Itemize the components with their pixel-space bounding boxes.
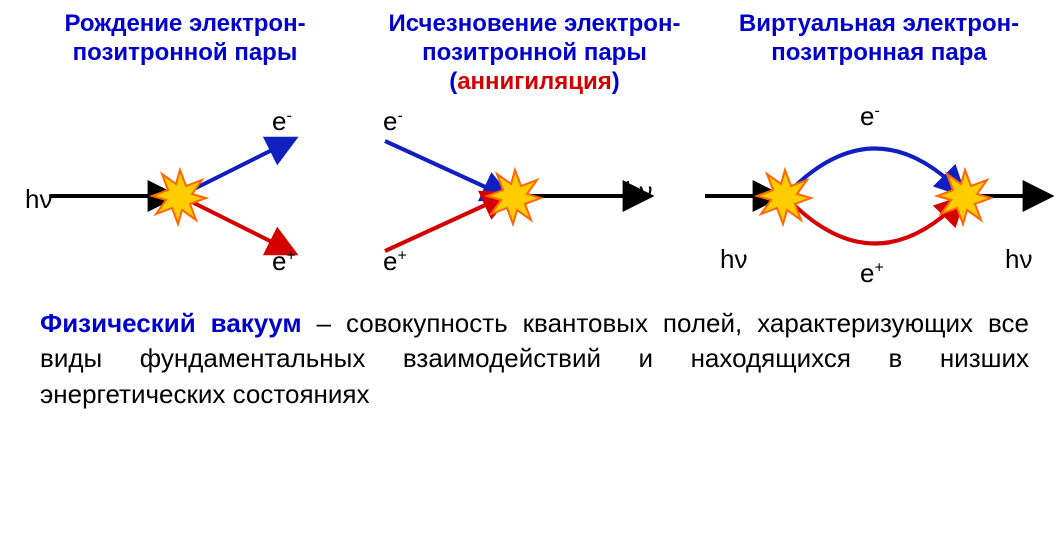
title-pair-creation: Рождение электрон-позитронной пары: [20, 10, 350, 96]
description-lead: Физический вакуум: [40, 308, 302, 338]
positron-label: e+: [860, 258, 884, 289]
electron-label: e-: [272, 106, 292, 137]
diagram-pair-creation: hν e- e+: [20, 96, 340, 296]
annihilation-word: аннигиляция: [457, 68, 612, 95]
description-paragraph: Физический вакуум – совокупность квантов…: [0, 306, 1059, 411]
diagram-annihilation: e- e+ hν: [365, 96, 685, 296]
positron-in-line: [385, 196, 505, 251]
hv-label-left: hν: [720, 244, 747, 275]
diagrams-row: hν e- e+ e- e+ hν: [0, 96, 1059, 306]
electron-arc: [790, 149, 960, 192]
hv-label: hν: [625, 176, 652, 207]
electron-label: e-: [383, 106, 403, 137]
title-annihilation-line1: Исчезновение электрон-позитронной пары: [389, 10, 681, 66]
burst-star: [487, 170, 541, 224]
electron-label: e-: [860, 101, 880, 132]
positron-out-line: [180, 196, 290, 251]
burst-star: [152, 170, 206, 224]
diagram-virtual-pair: e- e+ hν hν: [695, 96, 1055, 296]
paren-open: (: [449, 68, 457, 95]
hv-label-right: hν: [1005, 244, 1032, 275]
positron-label: e+: [383, 246, 407, 277]
positron-arc: [790, 201, 960, 244]
positron-label: e+: [272, 246, 296, 277]
electron-in-line: [385, 141, 505, 196]
hv-label: hν: [25, 184, 52, 215]
paren-close: ): [612, 68, 620, 95]
title-virtual-pair: Виртуальная электрон-позитронная пара: [719, 10, 1039, 96]
title-annihilation: Исчезновение электрон-позитронной пары (…: [365, 10, 705, 96]
